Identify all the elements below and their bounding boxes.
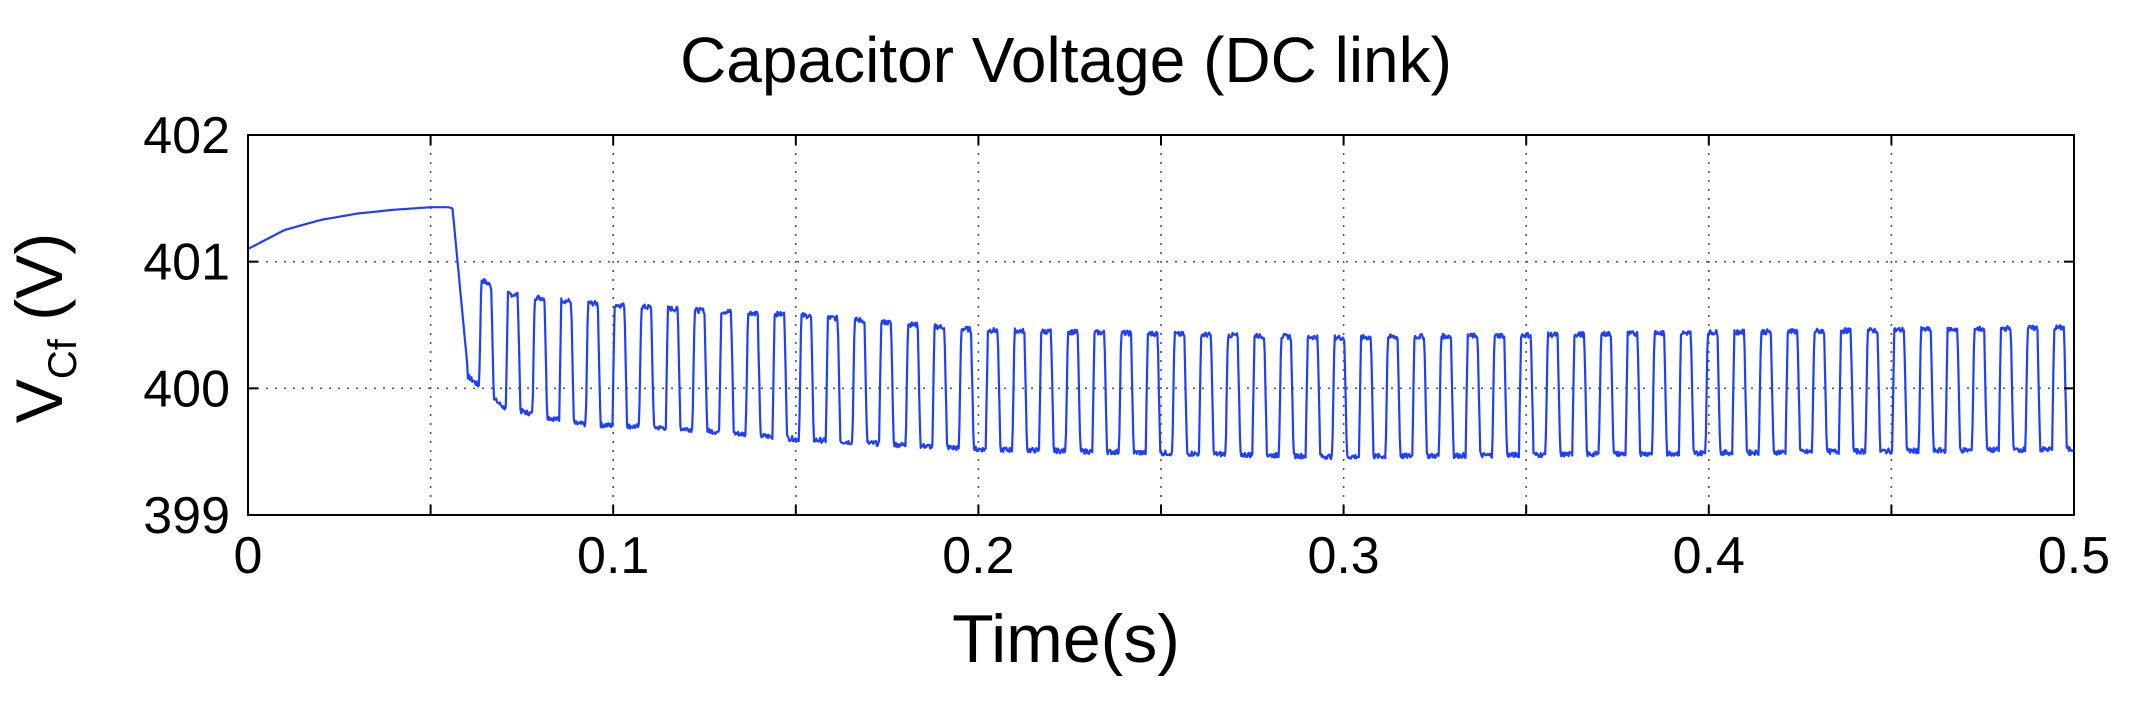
axes: 0 0.1 0.2 0.3 0.4 0.5 399 400 401 402 (143, 107, 2110, 585)
y-tick-label: 399 (143, 487, 230, 545)
x-axis-label: Time(s) (952, 601, 1180, 677)
y-tick-label: 400 (143, 360, 230, 418)
x-tick-label: 0 (234, 527, 263, 585)
x-tick-label: 0.1 (577, 527, 649, 585)
x-tick-label: 0.4 (1673, 527, 1745, 585)
y-axis-label-main: V (2, 379, 76, 423)
chart-title: Capacitor Voltage (DC link) (680, 24, 1452, 96)
y-axis-label-subscript: Cf (41, 338, 85, 379)
x-tick-label: 0.3 (1307, 527, 1379, 585)
x-tick-label: 0.2 (942, 527, 1014, 585)
series (247, 206, 2075, 460)
y-axis-label-unit: (V) (2, 233, 76, 339)
x-tick-label: 0.5 (2038, 527, 2110, 585)
grid (248, 135, 2074, 515)
y-axis-label: VCf (V) (2, 233, 85, 423)
y-tick-label: 401 (143, 234, 230, 292)
series-line (247, 206, 2075, 460)
y-tick-label: 402 (143, 107, 230, 165)
